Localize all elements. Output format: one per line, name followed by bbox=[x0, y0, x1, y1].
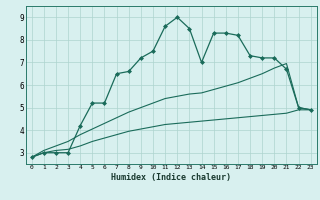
X-axis label: Humidex (Indice chaleur): Humidex (Indice chaleur) bbox=[111, 173, 231, 182]
